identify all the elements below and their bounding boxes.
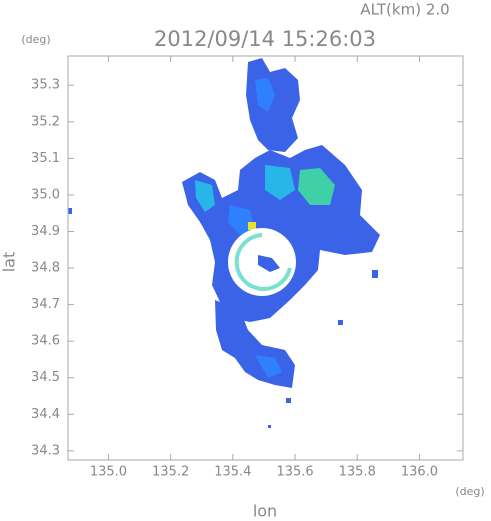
x-tick-label: 135.4: [214, 465, 251, 480]
y-tick-label: 35.3: [31, 78, 60, 93]
y-tick-label: 34.5: [31, 370, 60, 385]
y-tick-label: 34.9: [31, 224, 60, 239]
y-tick-label: 34.7: [31, 297, 60, 312]
x-tick-label: 135.8: [339, 465, 376, 480]
y-tick-label: 34.3: [31, 443, 60, 458]
plot-frame: [67, 55, 464, 461]
x-tick-label: 136.0: [401, 465, 438, 480]
y-tick-label: 35.1: [31, 151, 60, 166]
y-unit: (deg): [21, 33, 50, 46]
x-unit: (deg): [455, 485, 484, 498]
x-tick-label: 135.0: [90, 465, 127, 480]
y-tick-label: 35.2: [31, 114, 60, 129]
y-tick-label: 35.0: [31, 187, 60, 202]
y-axis-label: lat: [0, 252, 19, 273]
y-tick-label: 34.8: [31, 261, 60, 276]
x-axis-label: lon: [253, 502, 277, 521]
radar-echo: [68, 58, 380, 428]
y-tick-label: 34.6: [31, 334, 60, 349]
y-tick-label: 34.4: [31, 407, 60, 422]
subtitle: ALT(km) 2.0: [360, 1, 449, 19]
x-tick-label: 135.2: [152, 465, 189, 480]
chart-title: 2012/09/14 15:26:03: [154, 27, 376, 51]
x-tick-label: 135.6: [276, 465, 313, 480]
